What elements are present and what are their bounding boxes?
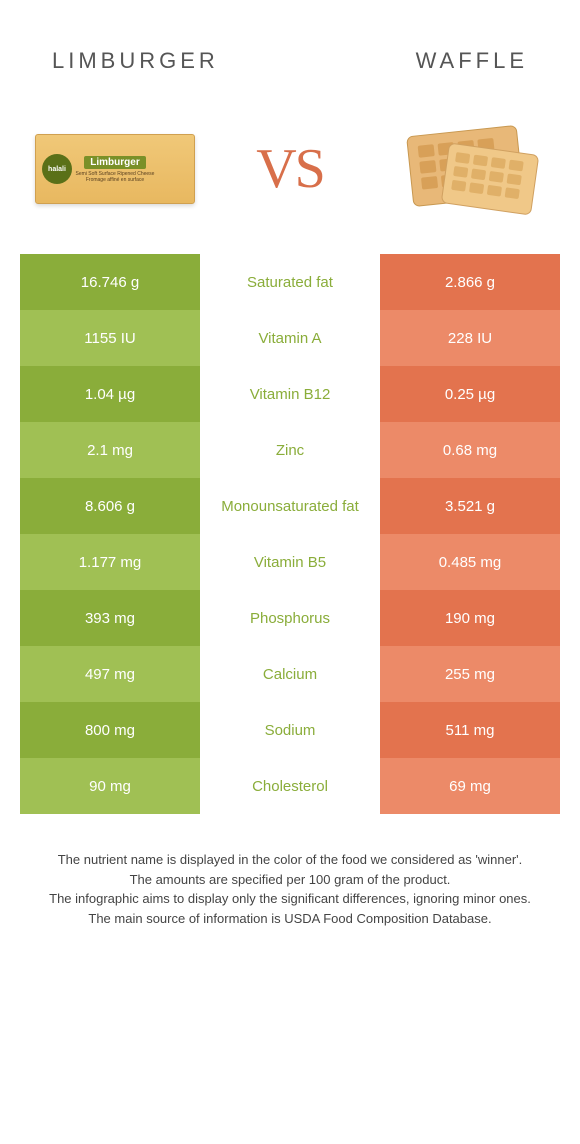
footer-line: The infographic aims to display only the… — [20, 889, 560, 909]
waffle-icon — [390, 119, 540, 219]
nutrient-label: Monounsaturated fat — [200, 478, 380, 534]
table-row: 1.04 µgVitamin B120.25 µg — [20, 366, 560, 422]
table-row: 393 mgPhosphorus190 mg — [20, 590, 560, 646]
limburger-box-sub: Semi Soft Surface Ripened CheeseFromage … — [76, 171, 155, 183]
left-value: 1.177 mg — [20, 534, 200, 590]
nutrient-label: Sodium — [200, 702, 380, 758]
left-value: 2.1 mg — [20, 422, 200, 478]
nutrient-label: Zinc — [200, 422, 380, 478]
footer-line: The amounts are specified per 100 gram o… — [20, 870, 560, 890]
footer-notes: The nutrient name is displayed in the co… — [20, 850, 560, 928]
waffle-image — [380, 114, 550, 224]
table-row: 2.1 mgZinc0.68 mg — [20, 422, 560, 478]
right-value: 0.68 mg — [380, 422, 560, 478]
nutrient-label: Vitamin B12 — [200, 366, 380, 422]
right-value: 228 IU — [380, 310, 560, 366]
footer-line: The nutrient name is displayed in the co… — [20, 850, 560, 870]
header: Limburger Waffle — [0, 0, 580, 94]
left-value: 393 mg — [20, 590, 200, 646]
left-value: 1.04 µg — [20, 366, 200, 422]
left-value: 90 mg — [20, 758, 200, 814]
vs-text: VS — [256, 137, 324, 201]
nutrient-label: Vitamin A — [200, 310, 380, 366]
table-row: 8.606 gMonounsaturated fat3.521 g — [20, 478, 560, 534]
right-value: 511 mg — [380, 702, 560, 758]
right-value: 0.25 µg — [380, 366, 560, 422]
table-row: 497 mgCalcium255 mg — [20, 646, 560, 702]
table-row: 800 mgSodium511 mg — [20, 702, 560, 758]
footer-line: The main source of information is USDA F… — [20, 909, 560, 929]
title-left: Limburger — [52, 48, 219, 74]
left-value: 497 mg — [20, 646, 200, 702]
nutrient-label: Saturated fat — [200, 254, 380, 310]
table-row: 1155 IUVitamin A228 IU — [20, 310, 560, 366]
nutrient-label: Phosphorus — [200, 590, 380, 646]
right-value: 69 mg — [380, 758, 560, 814]
right-value: 3.521 g — [380, 478, 560, 534]
right-value: 2.866 g — [380, 254, 560, 310]
left-value: 8.606 g — [20, 478, 200, 534]
left-value: 800 mg — [20, 702, 200, 758]
table-row: 90 mgCholesterol69 mg — [20, 758, 560, 814]
right-value: 0.485 mg — [380, 534, 560, 590]
hero-row: halali Limburger Semi Soft Surface Ripen… — [0, 94, 580, 254]
right-value: 190 mg — [380, 590, 560, 646]
limburger-image: halali Limburger Semi Soft Surface Ripen… — [30, 114, 200, 224]
nutrient-label: Cholesterol — [200, 758, 380, 814]
limburger-badge-icon: halali — [42, 154, 72, 184]
right-value: 255 mg — [380, 646, 560, 702]
nutrient-label: Vitamin B5 — [200, 534, 380, 590]
limburger-box-label: Limburger — [84, 156, 145, 169]
table-row: 1.177 mgVitamin B50.485 mg — [20, 534, 560, 590]
table-row: 16.746 gSaturated fat2.866 g — [20, 254, 560, 310]
comparison-table: 16.746 gSaturated fat2.866 g1155 IUVitam… — [20, 254, 560, 814]
nutrient-label: Calcium — [200, 646, 380, 702]
title-right: Waffle — [416, 48, 528, 74]
left-value: 16.746 g — [20, 254, 200, 310]
left-value: 1155 IU — [20, 310, 200, 366]
